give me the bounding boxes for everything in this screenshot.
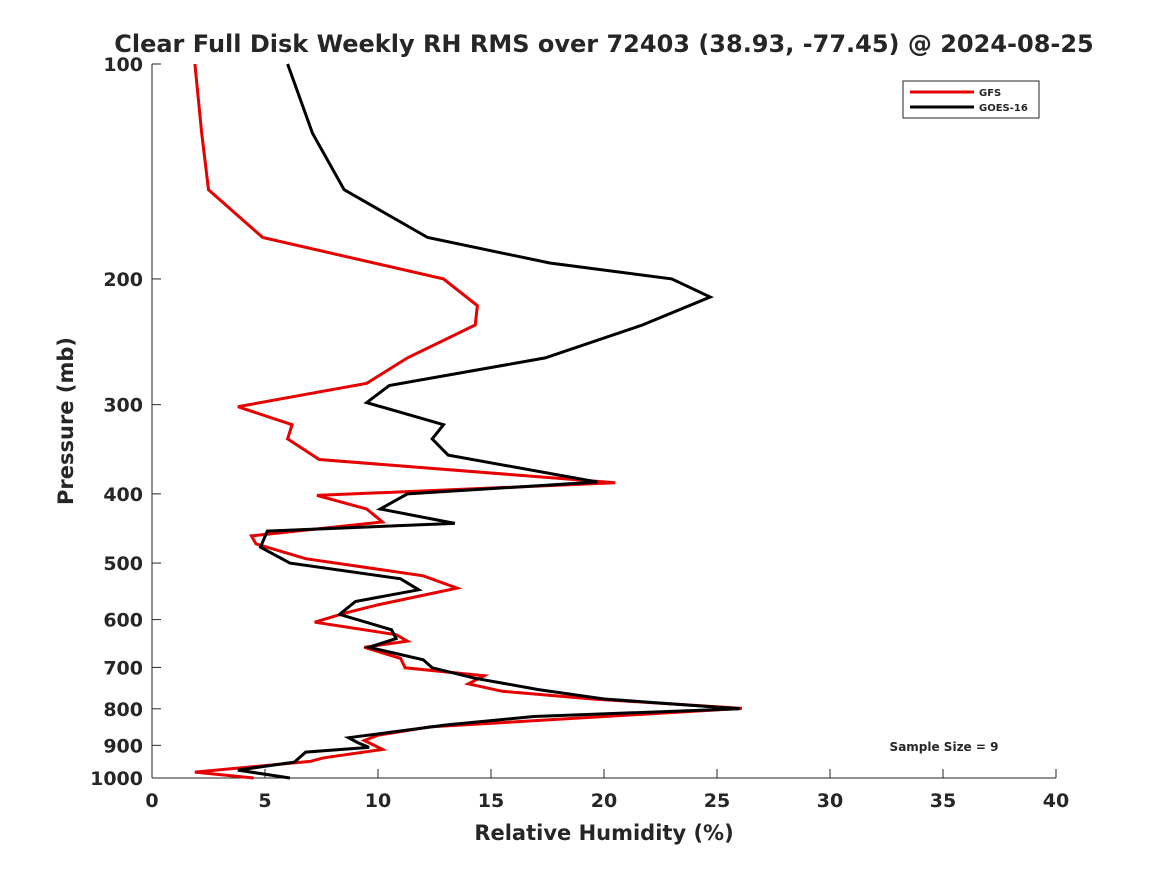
y-tick-label: 700	[103, 657, 143, 679]
y-tick-label: 200	[103, 269, 143, 291]
x-axis-label: Relative Humidity (%)	[474, 821, 733, 845]
x-tick-label: 25	[704, 790, 730, 812]
x-tick-label: 35	[930, 790, 956, 812]
x-axis-ticks: 0 5 10 15 20 25 30 35 40	[145, 769, 1069, 812]
sample-size-annotation: Sample Size = 9	[890, 740, 999, 754]
y-tick-label: 1000	[90, 768, 143, 790]
legend-box	[902, 80, 1040, 119]
x-tick-label: 5	[258, 790, 271, 812]
y-tick-label: 900	[103, 735, 143, 757]
x-tick-label: 10	[365, 790, 391, 812]
x-tick-label: 40	[1043, 790, 1069, 812]
x-tick-label: 20	[591, 790, 617, 812]
y-tick-label: 300	[103, 395, 143, 417]
series-line-goes16	[237, 63, 740, 780]
legend-label-gfs: GFS	[979, 88, 1001, 99]
x-tick-label: 30	[817, 790, 843, 812]
x-tick-label: 0	[145, 790, 158, 812]
legend-label-goes16: GOES-16	[979, 103, 1028, 114]
legend: GFS GOES-16	[902, 80, 1040, 119]
y-tick-label: 100	[103, 54, 143, 76]
y-tick-label: 600	[103, 610, 143, 632]
chart-title: Clear Full Disk Weekly RH RMS over 72403…	[114, 30, 1094, 58]
y-axis-label: Pressure (mb)	[54, 337, 78, 505]
y-tick-label: 800	[103, 699, 143, 721]
x-tick-label: 15	[478, 790, 504, 812]
series-lines	[193, 63, 742, 780]
y-axis-ticks: 100 200 300 400 500 600 700 800 900 1000	[90, 54, 161, 790]
y-tick-label: 500	[103, 553, 143, 575]
y-tick-label: 400	[103, 484, 143, 506]
